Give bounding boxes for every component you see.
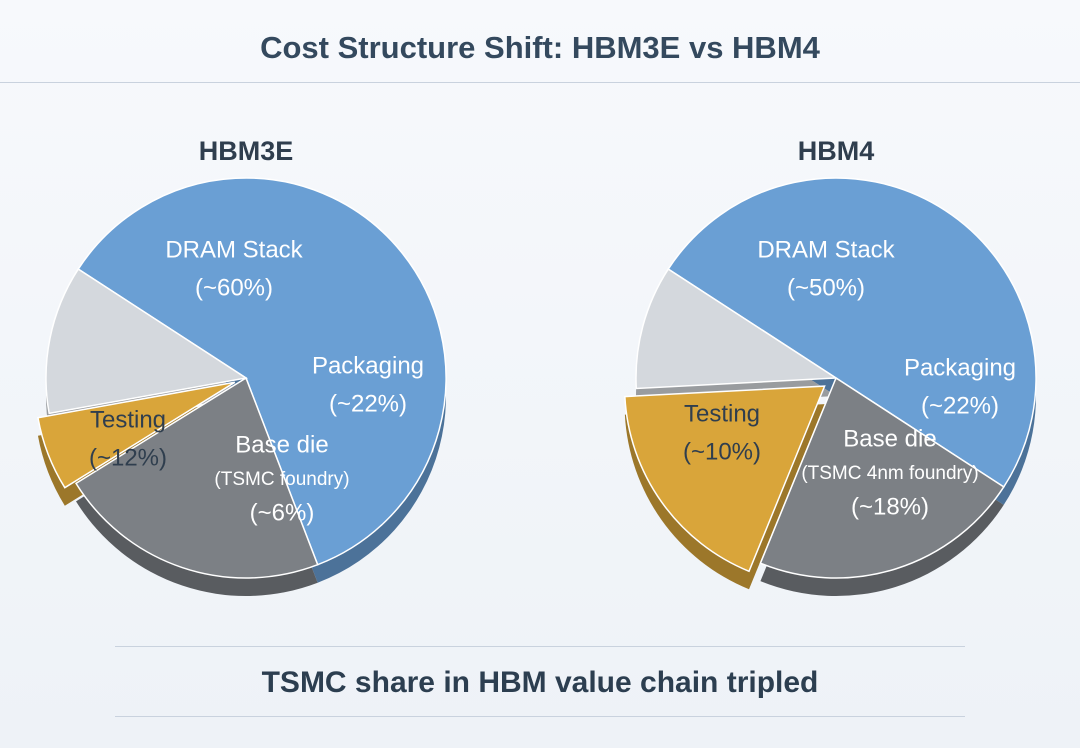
title-divider xyxy=(0,82,1080,83)
slice-label: Packaging xyxy=(904,354,1016,381)
slice-label: Packaging xyxy=(312,352,424,379)
pie-slice-base-die xyxy=(37,381,236,489)
slice-sublabel: (TSMC foundry) xyxy=(214,469,349,490)
slice-value-label: (~22%) xyxy=(921,392,999,419)
slice-value-label: (~6%) xyxy=(250,499,315,526)
footer-divider-bottom xyxy=(115,716,965,717)
slice-value-label: (~60%) xyxy=(195,274,273,301)
slice-value-label: (~18%) xyxy=(851,493,929,520)
pie-slice-testing xyxy=(45,268,248,415)
slice-label: Base die xyxy=(843,425,936,452)
chart-title: HBM4 xyxy=(798,136,875,166)
pie-slice-dram-stack xyxy=(667,177,1037,488)
pie-chart-hbm4: HBM4 DRAM Stack (~50%) Packaging (~22%) Base … xyxy=(624,136,1037,596)
chart-title: HBM3E xyxy=(199,136,294,166)
pie-slice-dram-stack xyxy=(77,177,447,566)
pie-slice-packaging xyxy=(759,376,1005,579)
footer-caption: TSMC share in HBM value chain tripled xyxy=(261,666,819,699)
pie-chart-hbm3e: HBM3E DRAM Stack (~60%) Packaging (~22%)Base… xyxy=(37,136,447,596)
slice-value-label: (~10%) xyxy=(683,438,761,465)
slice-sublabel: (TSMC 4nm foundry) xyxy=(801,463,978,484)
slice-label: DRAM Stack xyxy=(757,236,895,263)
slice-label: DRAM Stack xyxy=(165,236,303,263)
slice-value-label: (~50%) xyxy=(787,274,865,301)
pie-slice-packaging xyxy=(74,376,319,579)
slice-value-label: (~22%) xyxy=(329,390,407,417)
slice-label: Testing xyxy=(90,406,166,433)
slice-label: Base die xyxy=(235,431,328,458)
pie-slice-testing xyxy=(635,268,839,390)
slice-label: Testing xyxy=(684,400,760,427)
footer-divider-top xyxy=(115,646,965,647)
pie-slice-base-die xyxy=(624,385,826,573)
page-title: Cost Structure Shift: HBM3E vs HBM4 xyxy=(260,30,820,65)
slice-value-label: (~12%) xyxy=(89,444,167,471)
